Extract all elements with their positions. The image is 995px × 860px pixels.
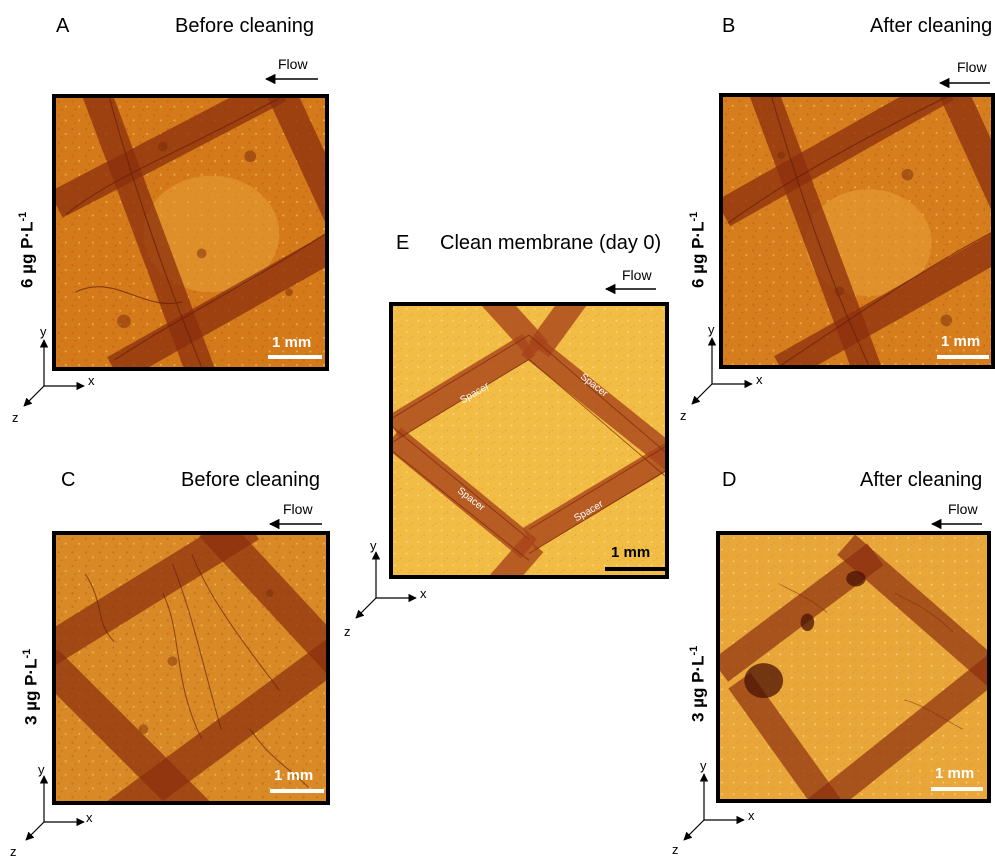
panel-a-z-label: z (12, 410, 19, 425)
panel-d-z-label: z (672, 842, 679, 857)
panel-c-title: Before cleaning (181, 469, 320, 491)
panel-d-micrograph: 1 mm (716, 531, 991, 803)
panel-a-x-label: x (88, 373, 95, 388)
panel-e-flow-arrow (604, 283, 656, 295)
panel-a-axes (23, 339, 85, 407)
panel-c-scale-bar (270, 789, 324, 793)
panel-e-scale-label: 1 mm (611, 544, 651, 561)
panel-c-scale-label: 1 mm (274, 767, 314, 784)
panel-b-flow-arrow (938, 77, 990, 89)
panel-a-flow-arrow (264, 73, 318, 85)
panel-a-letter: A (56, 15, 70, 37)
panel-c-concentration: 3 µg P·L-1 (21, 648, 41, 725)
panel-b-y-label: y (708, 322, 715, 337)
panel-c-letter: C (61, 469, 76, 491)
panel-e-x-label: x (420, 586, 427, 601)
panel-a-y-label: y (40, 324, 47, 339)
panel-d-title: After cleaning (860, 469, 983, 491)
panel-e-micrograph: Spacer Spacer Spacer Spacer 1 mm (389, 302, 669, 579)
panel-e-y-label: y (370, 538, 377, 553)
panel-a-scale-label: 1 mm (272, 334, 312, 351)
panel-b-scale-bar (937, 355, 989, 359)
panel-a-scale-bar (268, 355, 322, 359)
panel-b-concentration: 6 µg P·L-1 (688, 211, 708, 288)
panel-e-letter: E (396, 232, 410, 254)
panel-c-axes (25, 775, 85, 841)
panel-c-micrograph: 1 mm (52, 531, 330, 805)
panel-a-micrograph: 1 mm (52, 94, 329, 371)
panel-d-x-label: x (748, 808, 755, 823)
panel-d-y-label: y (700, 758, 707, 773)
panel-d-flow-arrow (930, 518, 982, 530)
panel-d-scale-label: 1 mm (935, 765, 975, 782)
panel-b-z-label: z (680, 408, 687, 423)
panel-b-micrograph: 1 mm (719, 93, 995, 369)
panel-c-y-label: y (38, 762, 45, 777)
panel-d-flow-label: Flow (948, 501, 978, 517)
panel-d-scale-bar (931, 787, 983, 791)
panel-c-x-label: x (86, 810, 93, 825)
panel-c-flow-label: Flow (283, 501, 313, 517)
panel-a-flow-label: Flow (278, 56, 308, 72)
panel-d-axes (683, 773, 745, 841)
panel-b-x-label: x (756, 372, 763, 387)
panel-e-z-label: z (344, 624, 351, 639)
panel-b-title: After cleaning (870, 15, 993, 37)
panel-a-concentration: 6 µg P·L-1 (17, 211, 37, 288)
panel-b-axes (691, 337, 753, 405)
panel-b-flow-label: Flow (957, 59, 987, 75)
panel-e-scale-bar (605, 567, 665, 571)
panel-e-flow-label: Flow (622, 267, 652, 283)
panel-a-title: Before cleaning (175, 15, 314, 37)
panel-b-letter: B (722, 15, 736, 37)
panel-d-concentration: 3 µg P·L-1 (688, 645, 708, 722)
panel-d-letter: D (722, 469, 737, 491)
panel-e-axes (355, 551, 417, 619)
panel-e-title: Clean membrane (day 0) (440, 232, 662, 254)
panel-b-scale-label: 1 mm (941, 333, 981, 350)
panel-c-z-label: z (10, 844, 17, 859)
panel-c-flow-arrow (268, 518, 322, 530)
